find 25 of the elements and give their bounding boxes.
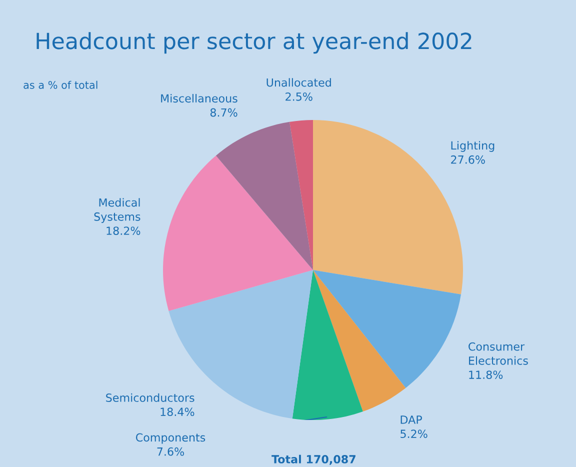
slice-label: Semiconductors — [106, 393, 194, 402]
pie-slice — [216, 122, 313, 270]
slice-label: Components — [136, 433, 206, 444]
data-label: 11.8% — [469, 370, 503, 379]
pie-slice — [290, 120, 313, 270]
chart-title: Headcount per sector at year-end 2002 — [36, 32, 472, 54]
slice-label: Medical Systems — [94, 198, 140, 223]
data-label: 5.2% — [400, 430, 428, 438]
data-label: 2.5% — [286, 92, 312, 101]
data-label: 27.6% — [451, 155, 485, 164]
data-label: 18.4% — [160, 408, 194, 416]
pie-slice — [163, 156, 313, 311]
pie-slice — [313, 270, 406, 412]
slice-label: DAP — [400, 416, 422, 424]
chart-subtitle: as a % of total — [24, 80, 98, 89]
slice-label: Unallocated — [266, 78, 331, 87]
data-label: 7.6% — [157, 447, 184, 456]
data-label: 8.7% — [210, 108, 238, 117]
data-label: 18.2% — [106, 226, 140, 235]
pie-slice — [313, 270, 462, 388]
pie-slice — [292, 270, 363, 420]
slice-label: Miscellaneous — [161, 94, 238, 103]
slice-label: Consumer Electronics — [468, 342, 528, 365]
text: Total 170,087 — [272, 454, 356, 465]
slice-label: Lighting — [451, 141, 494, 152]
